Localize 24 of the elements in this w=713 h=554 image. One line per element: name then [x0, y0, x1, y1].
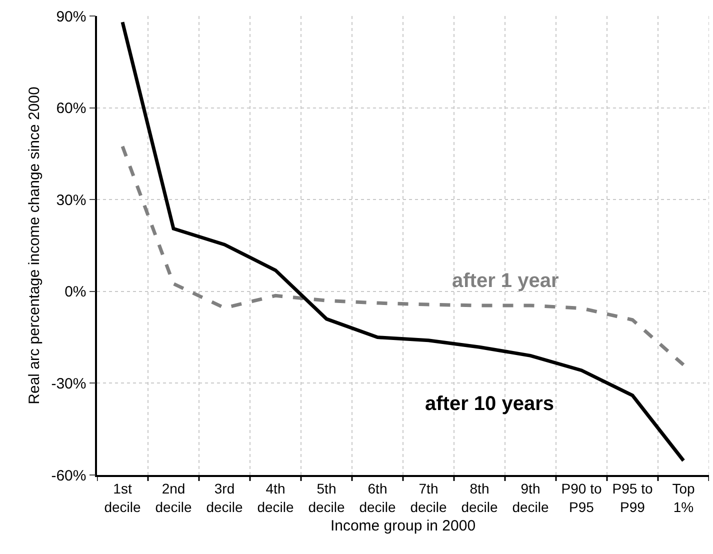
x-tick-label: P95 to P99: [612, 480, 653, 515]
x-tick-label: Top 1%: [672, 480, 695, 515]
x-tick-label: 3rd decile: [206, 480, 243, 515]
y-tick-label: 60%: [56, 100, 86, 118]
y-tick-label: 30%: [56, 192, 86, 209]
x-tick-label: P90 to P95: [561, 480, 602, 515]
x-tick-label: 1st decile: [104, 480, 141, 515]
x-tick-label: 5th decile: [308, 480, 345, 515]
x-tick-label: 8th decile: [461, 480, 498, 515]
series-label: after 1 year: [452, 270, 559, 292]
x-tick-label: 6th decile: [359, 480, 396, 515]
y-tick-label: 90%: [56, 8, 86, 26]
x-tick-label: 7th decile: [410, 480, 447, 515]
line-series: [120, 20, 686, 462]
x-tick-label: 2nd decile: [155, 480, 192, 515]
line-series: [120, 144, 686, 367]
x-tick-label: 9th decile: [512, 480, 549, 515]
y-tick-label: 0%: [64, 284, 86, 301]
x-tick-label: 4th decile: [257, 480, 294, 515]
y-tick-label: -60%: [51, 467, 86, 484]
x-axis-title: Income group in 2000: [330, 517, 476, 534]
y-axis-title: Real arc percentage income change since 2000: [26, 86, 43, 404]
series-label: after 10 years: [425, 393, 554, 415]
y-tick-label: -30%: [51, 375, 86, 392]
